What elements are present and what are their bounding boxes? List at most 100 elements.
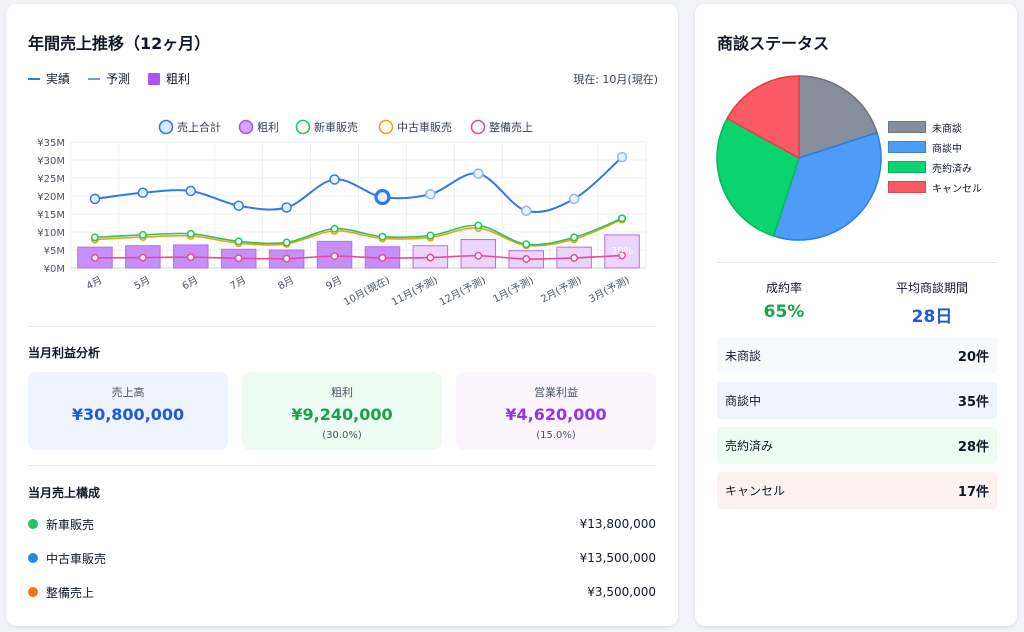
data-point	[570, 233, 579, 242]
x-tick-label: 1月(予測)	[491, 273, 536, 305]
data-point	[330, 224, 339, 233]
average-period: 平均商談期間 28日	[867, 279, 997, 327]
profit-title: 当月利益分析	[28, 346, 101, 360]
pie-slice[interactable]	[772, 131, 882, 241]
y-tick-label: ¥0M	[44, 264, 65, 275]
pie-legend-label: 未商談	[932, 123, 962, 135]
data-point	[378, 232, 387, 241]
legend-forecast-label: 予測	[106, 72, 131, 86]
y-tick-label: ¥25M	[37, 174, 65, 185]
orange-dot-icon	[28, 587, 38, 597]
dashed-line-swatch-icon	[88, 77, 101, 80]
blue-dot-icon	[28, 553, 38, 563]
divider	[717, 262, 997, 263]
chart-legend-item: 中古車販売	[378, 119, 452, 135]
status-row-unnegotiated[interactable]: 未商談 20件	[717, 337, 997, 374]
data-point	[522, 240, 531, 249]
composition-amount: ¥13,800,000	[579, 517, 656, 531]
data-point	[233, 200, 244, 211]
legend-actual[interactable]: 実績	[28, 70, 70, 87]
pie-legend: 未商談 商談中 売約済み キャンセル	[888, 117, 982, 197]
legend-gross-label: 粗利	[166, 72, 191, 86]
series-line	[94, 254, 623, 260]
chart-legend-marker	[378, 119, 394, 135]
pie-legend-item[interactable]: 未商談	[888, 117, 982, 137]
pie-slice[interactable]	[798, 75, 878, 160]
operating-profit-card: 営業利益 ¥4,620,000 (15.0%)	[456, 372, 656, 450]
data-point	[618, 214, 626, 223]
y-tick-label: ¥35M	[37, 138, 65, 149]
status-pie-chart	[716, 75, 882, 241]
composition-row-new-car: 新車販売 ¥13,800,000	[28, 514, 656, 534]
data-point	[138, 230, 147, 239]
operating-profit-label: 営業利益	[534, 386, 578, 399]
red-swatch-icon	[888, 181, 926, 193]
x-tick-label: 4月	[84, 274, 104, 292]
average-period-label: 平均商談期間	[895, 281, 968, 295]
pie-legend-item[interactable]: キャンセル	[888, 177, 982, 197]
status-row-label: 商談中	[725, 394, 762, 408]
data-point	[473, 168, 484, 179]
status-row-sold[interactable]: 売約済み 28件	[717, 427, 997, 464]
pie-legend-label: 商談中	[932, 143, 962, 155]
data-point	[426, 253, 435, 262]
legend-forecast[interactable]: 予測	[88, 70, 130, 87]
y-tick-label: ¥10M	[37, 228, 65, 239]
status-row-count: 20件	[957, 350, 989, 365]
chart-legend-label: 粗利	[257, 121, 279, 134]
conversion-rate-value: 65%	[763, 302, 805, 322]
chart-legend-marker	[158, 119, 174, 135]
data-point	[186, 229, 195, 238]
average-period-value: 28日	[911, 307, 953, 327]
data-point	[522, 255, 531, 263]
composition-name: 中古車販売	[46, 551, 107, 566]
gross-profit-rate: (30.0%)	[322, 430, 362, 441]
bar	[604, 234, 640, 269]
x-tick-label: 5月	[132, 274, 152, 292]
chart-legend-marker	[470, 119, 486, 135]
status-title: 商談ステータス	[717, 34, 830, 53]
legend-actual-label: 実績	[46, 72, 71, 86]
gross-profit-value: ¥9,240,000	[291, 405, 393, 424]
divider	[28, 465, 656, 466]
chart-legend-marker	[238, 119, 254, 135]
pie-legend-item[interactable]: 商談中	[888, 137, 982, 157]
line-swatch-icon	[28, 77, 40, 80]
status-card: 商談ステータス 未商談 商談中 売約済み キャンセル 成約率 65% 平均商談期…	[695, 4, 1017, 626]
blue-swatch-icon	[888, 141, 926, 153]
data-point	[185, 185, 197, 197]
pie-slice[interactable]	[726, 75, 800, 160]
composition-name: 新車販売	[46, 517, 95, 532]
chart-legend-label: 整備売上	[489, 120, 533, 134]
legend-gross[interactable]: 粗利	[148, 70, 190, 87]
status-row-negotiating[interactable]: 商談中 35件	[717, 382, 997, 419]
operating-profit-value: ¥4,620,000	[505, 405, 607, 424]
x-tick-label: 10月(現在)	[342, 274, 392, 308]
data-point	[138, 253, 147, 262]
conversion-rate-label: 成約率	[765, 281, 802, 295]
conversion-rate: 成約率 65%	[719, 279, 849, 322]
x-tick-label: 2月(予測)	[538, 273, 583, 305]
divider	[28, 326, 656, 327]
x-tick-label: 12月(予測)	[437, 273, 488, 308]
pie-slice[interactable]	[716, 117, 800, 237]
revenue-value: ¥30,800,000	[71, 405, 185, 424]
sales-title: 年間売上推移（12ヶ月）	[28, 34, 211, 53]
composition-row-used-car: 中古車販売 ¥13,500,000	[28, 548, 656, 568]
x-tick-label: 8月	[276, 274, 296, 292]
x-tick-label: 7月	[228, 274, 248, 292]
pie-legend-label: キャンセル	[932, 183, 982, 195]
composition-amount: ¥13,500,000	[579, 551, 656, 565]
pie-legend-item[interactable]: 売約済み	[888, 157, 982, 177]
composition-row-service: 整備売上 ¥3,500,000	[28, 582, 656, 602]
data-point	[378, 253, 387, 262]
status-row-label: 未商談	[725, 349, 762, 363]
y-tick-label: ¥5M	[44, 246, 65, 257]
revenue-label: 売上高	[111, 386, 145, 399]
gross-profit-card: 粗利 ¥9,240,000 (30.0%)	[242, 372, 442, 450]
bar-annotation: 30%	[611, 246, 633, 257]
x-tick-label: 6月	[180, 274, 200, 292]
chart-legend-label: 売上合計	[177, 120, 221, 134]
revenue-card: 売上高 ¥30,800,000	[28, 372, 228, 450]
status-row-cancel[interactable]: キャンセル 17件	[717, 472, 997, 509]
